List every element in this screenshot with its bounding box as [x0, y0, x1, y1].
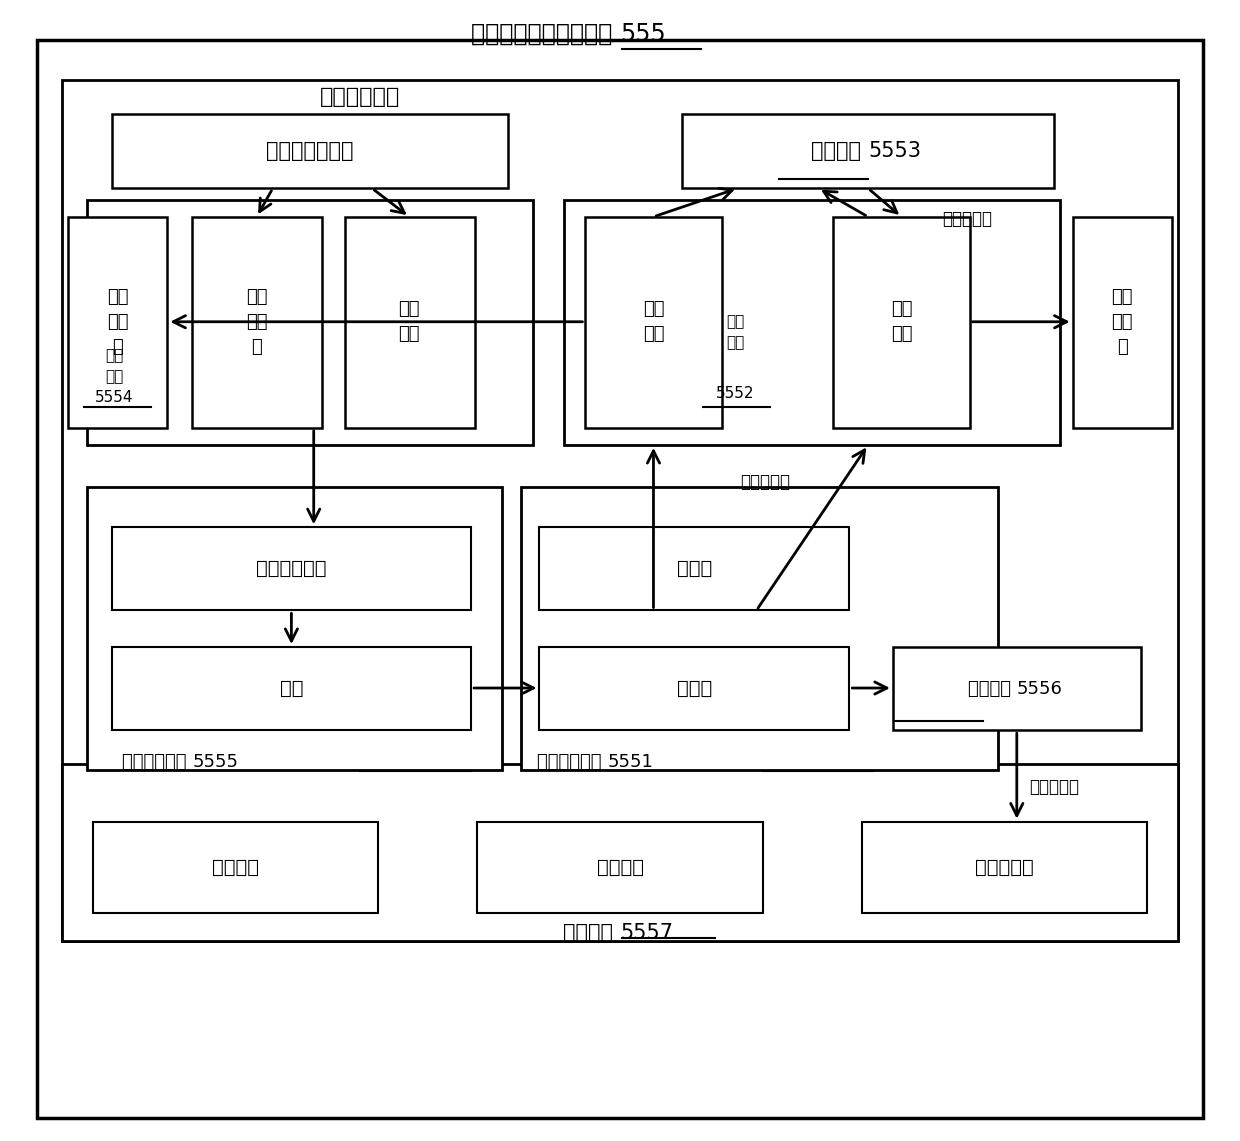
FancyBboxPatch shape: [37, 40, 1203, 1118]
FancyBboxPatch shape: [539, 647, 849, 730]
Text: 5555: 5555: [192, 753, 238, 771]
FancyBboxPatch shape: [345, 217, 475, 428]
Text: 预测损失: 预测损失: [212, 858, 259, 876]
Text: 激活模块: 激活模块: [811, 141, 868, 161]
FancyBboxPatch shape: [87, 487, 502, 770]
Text: 特征提取模块: 特征提取模块: [537, 753, 608, 771]
FancyBboxPatch shape: [62, 80, 1178, 941]
Text: 5557: 5557: [620, 923, 673, 944]
Text: 压缩: 压缩: [280, 679, 303, 698]
Text: 侧输出层: 侧输出层: [968, 680, 1017, 697]
Text: 血管
分类: 血管 分类: [890, 300, 913, 343]
Text: 555: 555: [620, 22, 666, 47]
FancyBboxPatch shape: [539, 527, 849, 610]
Text: 扩展压缩模块: 扩展压缩模块: [122, 753, 192, 771]
FancyBboxPatch shape: [192, 217, 322, 428]
FancyBboxPatch shape: [112, 527, 471, 610]
FancyBboxPatch shape: [62, 764, 1178, 941]
Text: 亮度
归一
化: 亮度 归一 化: [246, 288, 268, 356]
FancyBboxPatch shape: [112, 647, 471, 730]
Text: 5551: 5551: [608, 753, 653, 771]
Text: 分类
概率
图: 分类 概率 图: [1111, 289, 1133, 356]
Text: 5556: 5556: [1017, 680, 1063, 697]
Text: 解码器: 解码器: [677, 559, 712, 578]
Text: 训练模块: 训练模块: [563, 923, 620, 944]
FancyBboxPatch shape: [93, 822, 378, 913]
Text: 原始特征图: 原始特征图: [740, 472, 790, 491]
Text: 血管
分割: 血管 分割: [642, 300, 665, 343]
FancyBboxPatch shape: [833, 217, 970, 428]
Text: 待处理血管图像: 待处理血管图像: [267, 141, 353, 161]
Text: 神经网络模型: 神经网络模型: [320, 87, 399, 107]
FancyBboxPatch shape: [68, 217, 167, 428]
Text: 激活权重图: 激活权重图: [942, 210, 992, 228]
Text: 网络权重: 网络权重: [596, 858, 644, 876]
Text: 扩展通道数量: 扩展通道数量: [257, 559, 326, 578]
Text: 输出
模块: 输出 模块: [727, 314, 744, 371]
Text: 5553: 5553: [868, 141, 921, 161]
Text: 5552: 5552: [715, 386, 755, 402]
FancyBboxPatch shape: [521, 487, 998, 770]
Text: 眼底血管图像分类装置: 眼底血管图像分类装置: [471, 22, 620, 47]
FancyBboxPatch shape: [893, 647, 1141, 730]
FancyBboxPatch shape: [112, 114, 508, 188]
FancyBboxPatch shape: [585, 217, 722, 428]
Text: 血管
增强: 血管 增强: [398, 300, 420, 343]
Text: 分割
概率
图: 分割 概率 图: [107, 289, 129, 356]
FancyBboxPatch shape: [87, 200, 533, 445]
Text: 下采样损失: 下采样损失: [1029, 778, 1079, 796]
FancyBboxPatch shape: [564, 200, 1060, 445]
FancyBboxPatch shape: [477, 822, 763, 913]
FancyBboxPatch shape: [1073, 217, 1172, 428]
Text: 下采样损失: 下采样损失: [975, 858, 1034, 876]
Text: 输入
模块
5554: 输入 模块 5554: [94, 348, 134, 405]
FancyBboxPatch shape: [682, 114, 1054, 188]
Text: 编码器: 编码器: [677, 679, 712, 698]
FancyBboxPatch shape: [862, 822, 1147, 913]
